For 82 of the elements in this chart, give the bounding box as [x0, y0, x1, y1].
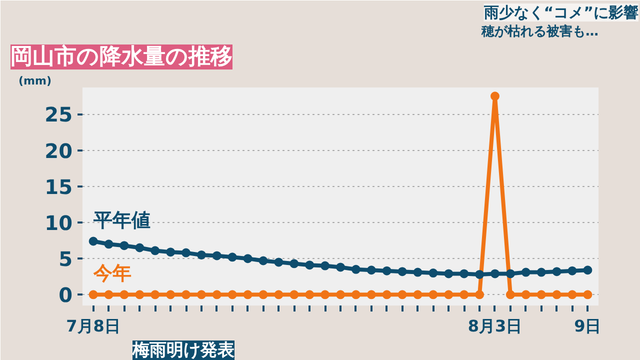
point: [366, 266, 376, 275]
point: [196, 250, 206, 260]
point: [536, 290, 546, 300]
point: [228, 252, 237, 262]
point: [212, 290, 222, 300]
y-tick-label: 15: [44, 174, 73, 199]
point: [196, 290, 206, 300]
point: [460, 290, 469, 300]
point: [336, 262, 345, 272]
text: 梅雨明け発表: [132, 340, 236, 360]
point: [120, 241, 129, 250]
point: [413, 268, 422, 277]
point: [104, 290, 114, 300]
point: [290, 290, 299, 300]
point: [490, 269, 500, 278]
point: [182, 248, 191, 258]
point: [351, 264, 360, 274]
point: [366, 290, 376, 300]
point: [88, 290, 98, 300]
point: [506, 290, 515, 300]
point: [212, 251, 222, 260]
series-label: 平年値: [92, 209, 150, 232]
point: [258, 256, 268, 266]
point: [460, 269, 469, 278]
chart-title: 岡山市の降水量の推移: [10, 44, 232, 70]
point: [135, 243, 144, 252]
point: [228, 290, 237, 300]
point: [166, 290, 176, 300]
point: [413, 290, 422, 300]
point: [506, 269, 515, 278]
point: [150, 290, 160, 300]
point: [521, 268, 530, 277]
point: [521, 290, 530, 300]
point: [150, 246, 160, 256]
point: [305, 260, 314, 270]
point: [243, 290, 252, 300]
point: [305, 290, 314, 300]
point: [336, 290, 345, 300]
point: [490, 92, 500, 101]
y-tick-label: 25: [44, 102, 73, 127]
point: [243, 254, 252, 264]
point: [258, 290, 268, 300]
point: [552, 267, 562, 276]
point: [182, 290, 191, 300]
point: [320, 290, 330, 300]
point: [428, 268, 438, 278]
chart-subtitle: 雨少なく“コメ”に影響: [482, 4, 638, 22]
point: [536, 268, 546, 277]
y-axis-title: (mm): [18, 74, 52, 88]
x-tick-label: 9日: [574, 316, 602, 336]
point: [568, 290, 577, 300]
x-tick-label: 8月3日: [468, 316, 522, 336]
point: [382, 266, 392, 276]
point: [88, 236, 98, 246]
y-tick-label: 20: [44, 138, 73, 163]
point: [320, 261, 330, 270]
x-tick-label: 7月8日: [66, 316, 120, 336]
point: [398, 267, 407, 276]
point: [290, 259, 299, 268]
point: [583, 266, 592, 275]
y-tick-label: 5: [58, 247, 73, 272]
y-tick-label: 0: [58, 283, 73, 308]
point: [428, 290, 438, 300]
point: [104, 240, 114, 249]
point: [444, 269, 454, 278]
point: [166, 248, 176, 257]
point: [583, 290, 592, 300]
series-label: 今年: [92, 262, 132, 285]
text: 穂が枯れる被害も…: [480, 24, 598, 40]
point: [475, 270, 484, 279]
point: [444, 290, 454, 300]
point: [475, 290, 484, 300]
point: [568, 266, 577, 276]
point: [120, 290, 129, 300]
point: [274, 258, 284, 267]
point: [135, 290, 144, 300]
y-tick-label: 10: [44, 210, 73, 235]
point: [351, 290, 360, 300]
point: [398, 290, 407, 300]
point: [382, 290, 392, 300]
point: [274, 290, 284, 300]
point: [552, 290, 562, 300]
